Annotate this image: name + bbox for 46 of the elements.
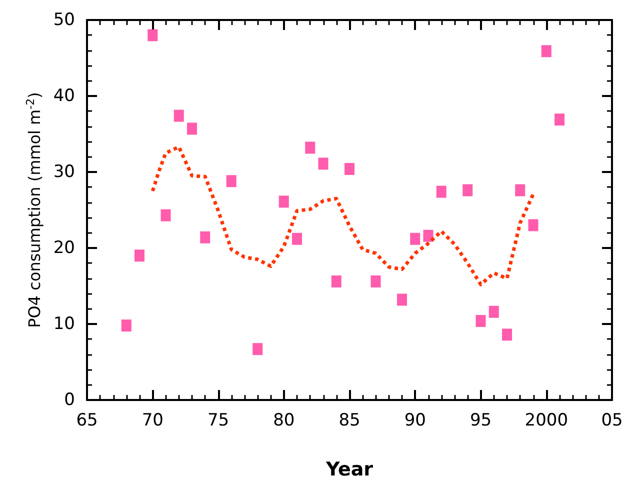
point (436, 186, 446, 198)
point (174, 110, 184, 122)
point (200, 231, 210, 244)
point (476, 314, 486, 327)
point (502, 328, 512, 341)
x-tick-label: 75 (207, 410, 230, 430)
y-tick-label: 30 (53, 162, 75, 182)
point (252, 343, 263, 356)
x-tick-label: 90 (404, 410, 426, 430)
point (121, 320, 132, 332)
point (160, 209, 171, 222)
point (515, 184, 526, 196)
y-axis-title: PO4 consumption (mmol m-2) (24, 92, 44, 328)
point (528, 219, 538, 232)
point (278, 196, 289, 208)
y-tick-label: 50 (53, 10, 75, 30)
point (423, 230, 434, 242)
x-tick-label: 95 (470, 410, 492, 430)
point (134, 250, 144, 262)
y-tick-label: 40 (53, 86, 75, 106)
x-axis-title: Year (324, 458, 374, 480)
point (305, 142, 316, 154)
x-tick-label: 80 (273, 410, 295, 430)
point (292, 232, 302, 245)
point (410, 232, 420, 245)
point (488, 306, 499, 318)
point (541, 45, 552, 58)
point (318, 158, 328, 170)
point (370, 275, 381, 288)
point (226, 175, 236, 188)
point (331, 275, 342, 288)
point (344, 162, 354, 175)
y-tick-label: 20 (53, 238, 75, 258)
x-tick-label: 85 (338, 410, 360, 430)
point (148, 29, 158, 42)
line-series (150, 145, 535, 286)
point (554, 114, 564, 126)
x-tick-label: 05 (601, 410, 623, 430)
x-tick-label: 65 (76, 410, 98, 430)
point (462, 184, 473, 196)
y-tick-label: 0 (64, 390, 75, 410)
y-tick-label: 10 (53, 314, 75, 334)
point (187, 122, 197, 135)
x-tick-label: 70 (142, 410, 164, 430)
x-tick-label: 2000 (524, 410, 568, 430)
point (397, 294, 407, 306)
